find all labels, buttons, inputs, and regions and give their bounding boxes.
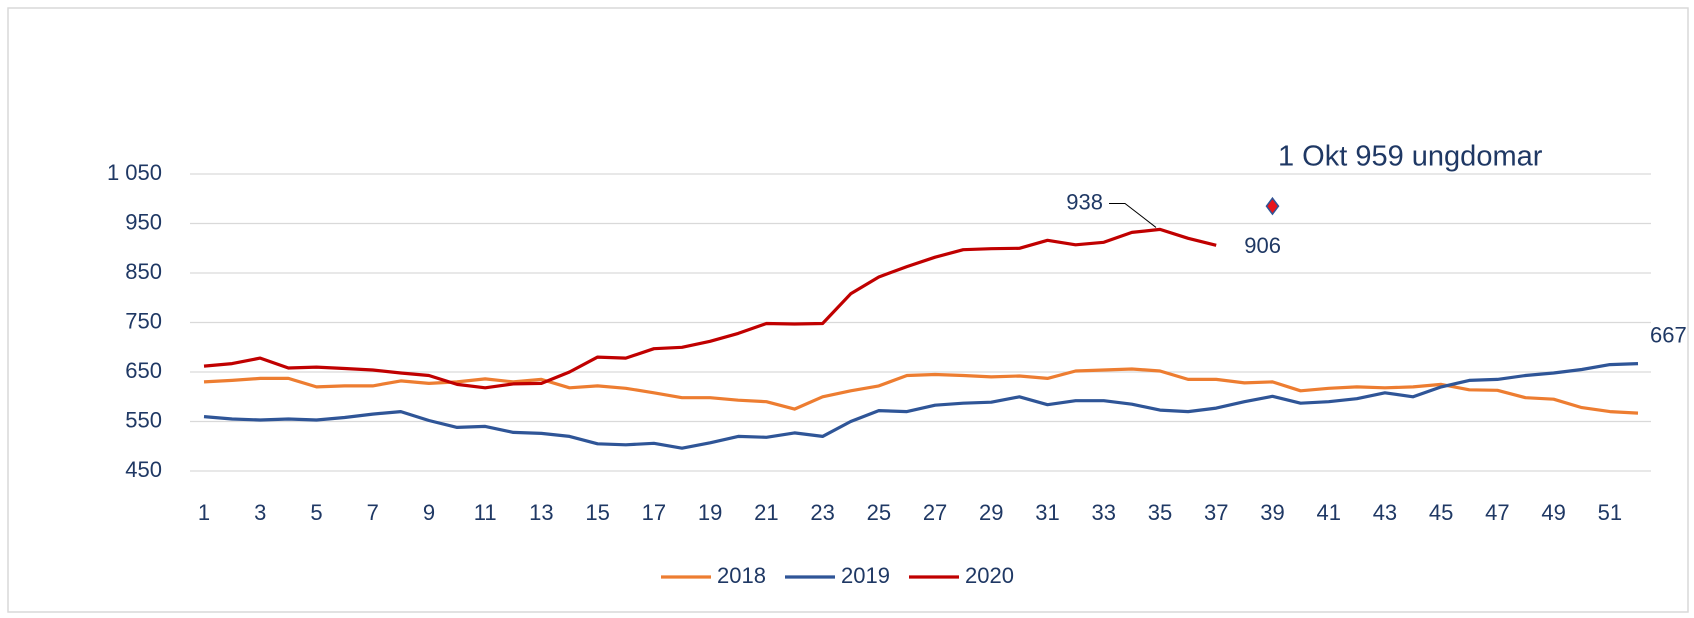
y-tick-label: 750 (125, 308, 162, 333)
x-tick-label: 29 (979, 500, 1003, 525)
x-tick-label: 15 (585, 500, 609, 525)
x-tick-label: 13 (529, 500, 553, 525)
x-tick-label: 21 (754, 500, 778, 525)
data-label: 667 (1650, 322, 1687, 347)
chart-frame (7, 7, 1689, 613)
annotation: 1 Okt 959 ungdomar (1278, 141, 1543, 173)
legend-label: 2018 (717, 563, 766, 588)
x-tick-label: 11 (474, 500, 497, 525)
x-tick-label: 23 (810, 500, 834, 525)
x-tick-label: 37 (1204, 500, 1228, 525)
x-tick-label: 19 (698, 500, 722, 525)
x-tick-label: 17 (642, 500, 666, 525)
x-tick-label: 47 (1485, 500, 1509, 525)
x-tick-label: 49 (1541, 500, 1565, 525)
x-tick-label: 41 (1316, 500, 1340, 525)
x-tick-label: 7 (367, 500, 379, 525)
x-tick-label: 45 (1429, 500, 1453, 525)
x-tick-label: 33 (1092, 500, 1116, 525)
series-line (203, 227, 1217, 390)
x-tick-label: 43 (1373, 500, 1397, 525)
x-tick-label: 31 (1035, 500, 1059, 525)
series-line (203, 362, 1639, 450)
legend-label: 2019 (841, 563, 890, 588)
x-tick-label: 51 (1598, 500, 1622, 525)
x-tick-label: 9 (423, 500, 435, 525)
y-tick-label: 650 (125, 358, 162, 383)
marker (1265, 196, 1280, 216)
x-tick-label: 27 (923, 500, 947, 525)
x-tick-label: 25 (867, 500, 891, 525)
x-tick-label: 1 (198, 500, 210, 525)
series-line (203, 367, 1639, 415)
y-tick-label: 950 (125, 209, 162, 234)
y-tick-label: 850 (125, 259, 162, 284)
x-tick-label: 39 (1260, 500, 1284, 525)
legend-label: 2020 (965, 563, 1014, 588)
y-tick-label: 550 (125, 407, 162, 432)
leader-line (1109, 202, 1157, 228)
data-label: 906 (1244, 233, 1281, 258)
y-tick-label: 450 (125, 457, 162, 482)
data-label: 938 (1066, 189, 1103, 214)
x-tick-label: 3 (254, 500, 266, 525)
x-tick-label: 5 (310, 500, 322, 525)
y-tick-label: 1 050 (107, 160, 162, 185)
x-tick-label: 35 (1148, 500, 1172, 525)
